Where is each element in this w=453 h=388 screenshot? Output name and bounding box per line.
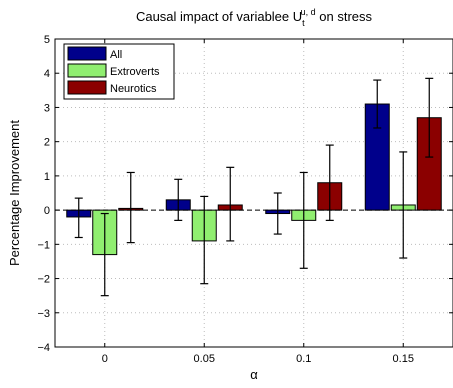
- x-tick-label: 0.15: [393, 353, 414, 365]
- x-axis-label: α: [250, 367, 258, 382]
- y-tick-label: 1: [44, 171, 50, 183]
- x-tick-label: 0.1: [296, 353, 311, 365]
- legend-label-all: All: [110, 49, 122, 61]
- y-tick-label: 3: [44, 102, 50, 114]
- y-tick-label: −3: [37, 308, 50, 320]
- y-tick-label: 0: [44, 205, 50, 217]
- x-tick-label: 0: [102, 353, 108, 365]
- y-tick-label: −2: [37, 274, 50, 286]
- legend: All Extroverts Neurotics: [63, 43, 175, 100]
- chart-title: Causal impact of variablee Utu, d on str…: [136, 7, 373, 28]
- legend-label-extroverts: Extroverts: [110, 66, 160, 78]
- x-tick-label: 0.05: [194, 353, 215, 365]
- y-tick-label: −1: [37, 239, 50, 251]
- legend-swatch-all: [67, 46, 107, 61]
- y-tick-label: 5: [44, 34, 50, 46]
- legend-label-neurotics: Neurotics: [110, 83, 157, 95]
- legend-swatch-extroverts: [67, 63, 107, 78]
- y-tick-label: 2: [44, 137, 50, 149]
- y-tick-label: 4: [44, 68, 50, 80]
- y-tick-label: −4: [37, 342, 50, 354]
- y-axis-label: Percentage Improvement: [7, 120, 22, 266]
- axes-frame: [54, 38, 453, 348]
- legend-swatch-neurotics: [67, 80, 107, 95]
